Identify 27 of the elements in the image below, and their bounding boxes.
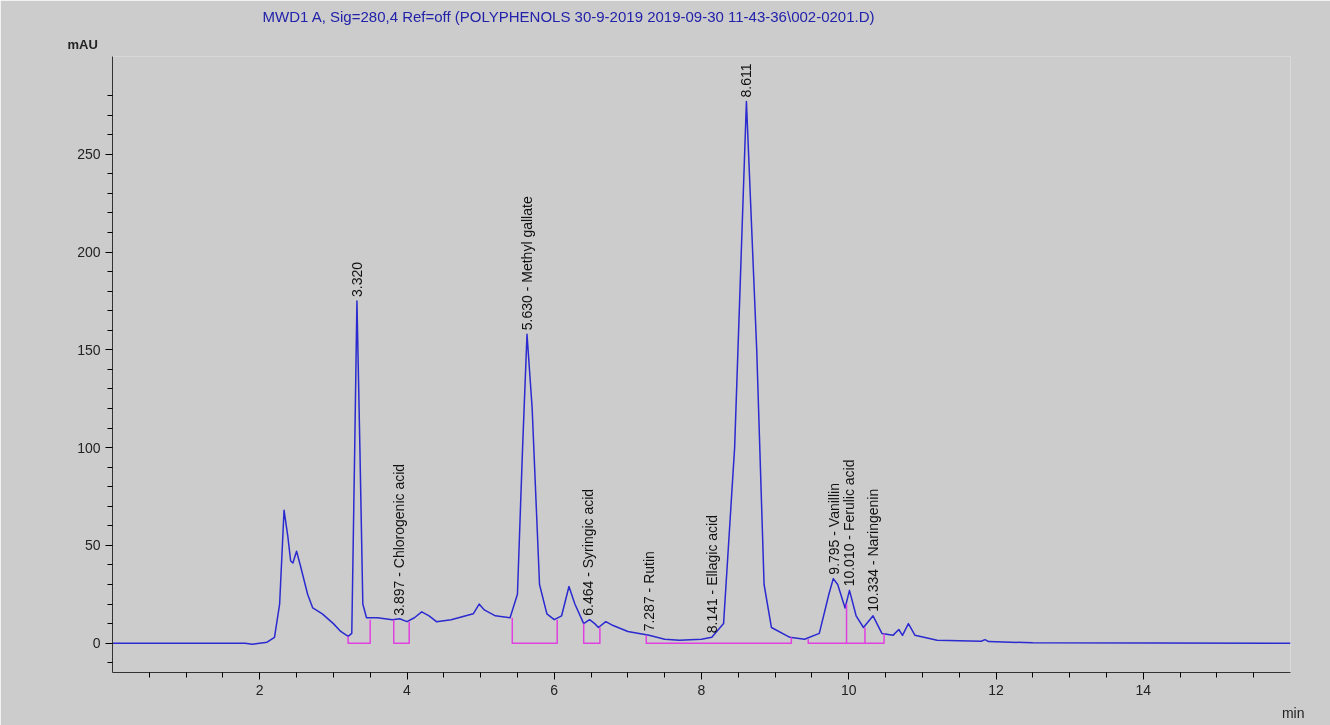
y-tick-label: 200 — [77, 244, 101, 261]
annotation: 10.010 - Ferulic acid — [841, 459, 858, 587]
y-tick-label: 50 — [84, 537, 101, 554]
annotation: 9.795 - Vanillin — [825, 483, 842, 575]
y-axis-title: mAU — [67, 36, 98, 52]
annotation: 7.287 - Rutin — [641, 551, 658, 632]
line-series — [112, 100, 1291, 645]
y-tick-label: 250 — [77, 146, 101, 163]
x-tick-label: 8 — [697, 681, 706, 698]
annotation: 6.464 - Syringic acid — [580, 488, 597, 616]
annotation: 3.897 - Chlorogenic acid — [391, 463, 408, 616]
x-tick-label: 4 — [403, 681, 412, 698]
x-tick-label: 6 — [550, 681, 559, 698]
x-tick-label: 12 — [988, 681, 1004, 698]
x-tick-label: 14 — [1135, 681, 1152, 698]
annotation: 8.611 — [738, 63, 755, 98]
chart-title: MWD1 A, Sig=280,4 Ref=off (POLYPHENOLS 30-9-2019 2019-09-30 11-43-36\002-0201.D) — [262, 7, 875, 25]
x-axis-title: min — [1281, 704, 1305, 721]
annotation: 10.334 - Naringenin — [865, 488, 882, 612]
y-tick-label: 0 — [92, 635, 101, 652]
x-tick-label: 10 — [840, 681, 857, 698]
annotation: 3.320 — [348, 261, 365, 297]
x-tick-label: 2 — [255, 681, 264, 698]
y-tick-label: 100 — [77, 439, 101, 456]
y-tick-label: 150 — [77, 341, 101, 358]
annotation: 5.630 - Methyl gallate — [519, 196, 536, 331]
annotation: 8.141 - Ellagic acid — [703, 515, 720, 634]
